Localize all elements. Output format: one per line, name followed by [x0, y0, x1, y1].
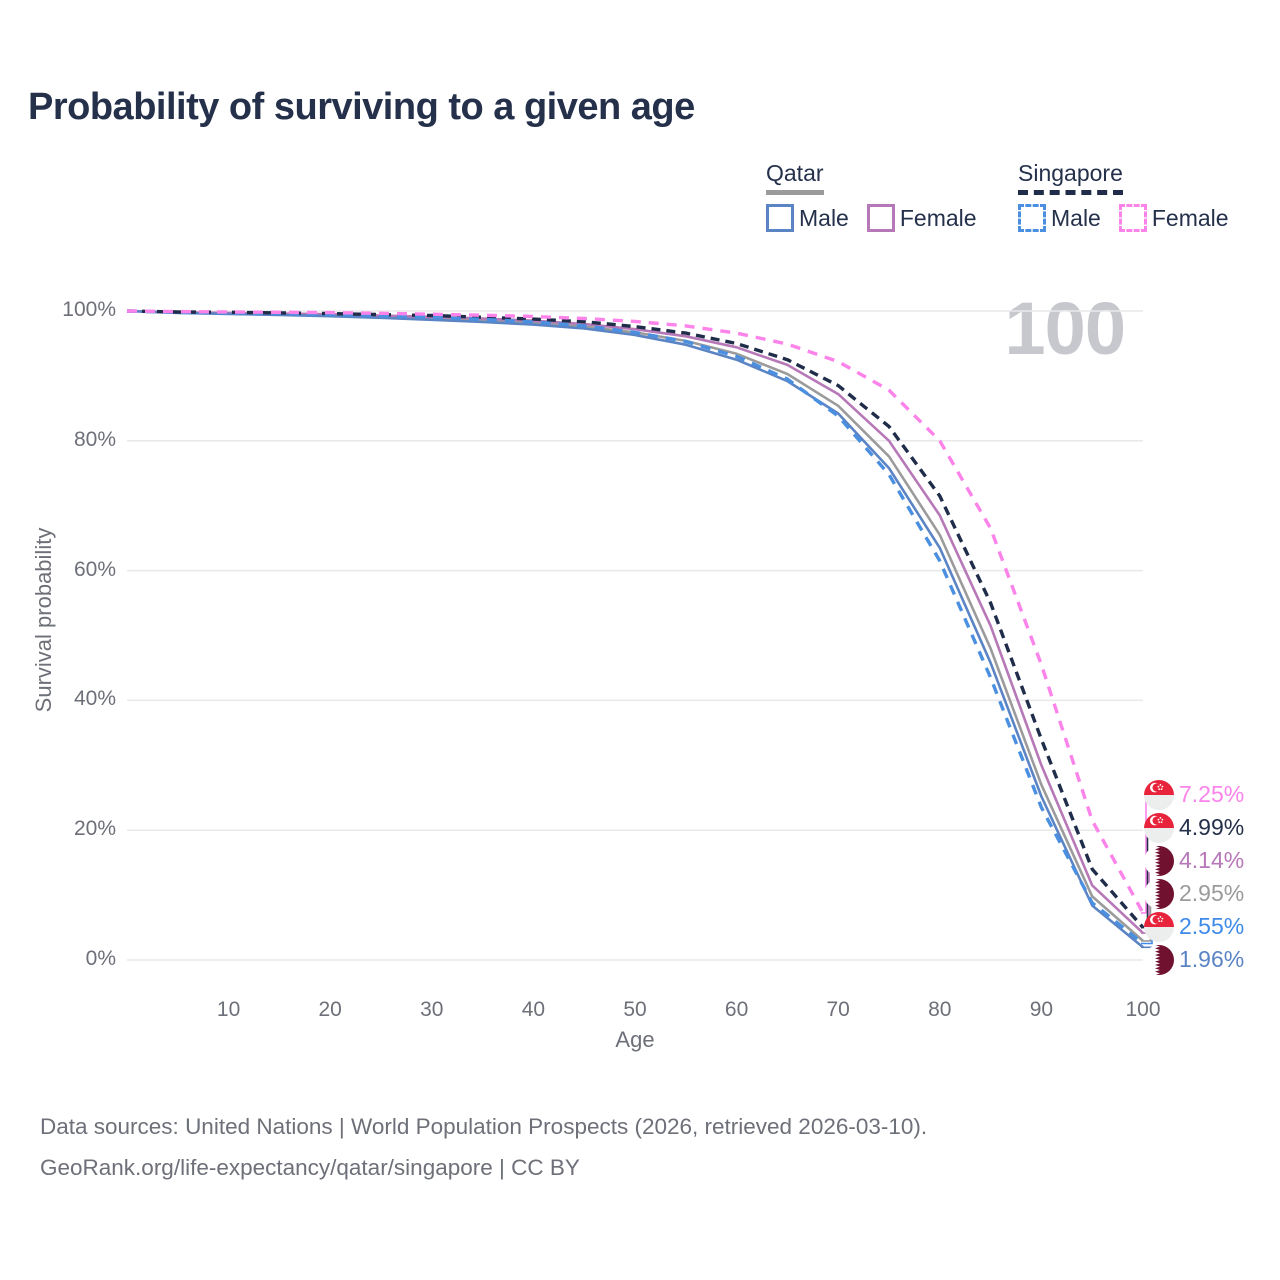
- series-line-singapore-female[interactable]: [126, 309, 1145, 914]
- x-tick-label: 70: [826, 998, 850, 1021]
- footer: Data sources: United Nations | World Pop…: [40, 1106, 927, 1188]
- end-label-singapore-4.99: 4.99%: [1144, 811, 1244, 844]
- y-tick-label: 0%: [85, 947, 116, 970]
- y-tick-label: 80%: [73, 427, 116, 451]
- y-tick-label: 40%: [73, 687, 116, 711]
- x-tick-label: 10: [216, 998, 241, 1021]
- singapore-flag-icon: [1144, 812, 1174, 843]
- end-label-value: 2.95%: [1179, 880, 1245, 906]
- singapore-flag-icon: [1144, 779, 1174, 810]
- x-tick-label: 50: [623, 998, 647, 1021]
- legend-item-label: Male: [1051, 204, 1101, 231]
- y-tick-label: 20%: [73, 817, 116, 841]
- end-label-value: 4.14%: [1179, 847, 1245, 873]
- x-tick-label: 30: [420, 998, 444, 1021]
- end-label-singapore-2.55: 2.55%: [1144, 910, 1244, 943]
- end-label-value: 1.96%: [1179, 946, 1245, 972]
- footer-link-line[interactable]: GeoRank.org/life-expectancy/qatar/singap…: [40, 1155, 580, 1180]
- end-label-value: 7.25%: [1179, 781, 1245, 807]
- end-label-qatar-4.14: 4.14%: [1144, 844, 1244, 877]
- legend-item-label: Male: [799, 204, 849, 231]
- end-label-qatar-2.95: 2.95%: [1144, 877, 1244, 910]
- end-label-qatar-1.96: 1.96%: [1144, 943, 1244, 976]
- legend-item-label: Female: [899, 204, 977, 231]
- qatar-flag-icon: [1144, 845, 1174, 876]
- page-title: Probability of surviving to a given age: [28, 86, 695, 128]
- series-line-qatar-female[interactable]: [126, 309, 1144, 935]
- end-label-value: 2.55%: [1179, 913, 1245, 939]
- legend-item-singapore-female[interactable]: Female: [1118, 204, 1229, 232]
- qatar-flag-icon: [1144, 944, 1174, 975]
- legend-country-qatar[interactable]: Qatar: [766, 160, 824, 195]
- y-tick-label: 60%: [73, 557, 116, 581]
- end-label-singapore-7.25: 7.25%: [1144, 778, 1244, 811]
- legend-item-singapore-male[interactable]: Male: [1018, 204, 1101, 232]
- x-tick-label: 100: [1125, 998, 1161, 1021]
- y-tick-label: 100%: [62, 298, 116, 321]
- legend-item-qatar-male[interactable]: Male: [766, 204, 849, 232]
- x-tick-label: 20: [318, 998, 342, 1021]
- x-tick-label: 80: [928, 998, 952, 1021]
- legend-item-qatar-female[interactable]: Female: [866, 204, 977, 232]
- x-axis-title: Age: [615, 1027, 655, 1052]
- qatar-female-swatch-icon: [866, 204, 895, 232]
- series-line-singapore-total[interactable]: [126, 309, 1145, 929]
- age-watermark: 100: [1004, 287, 1126, 370]
- legend-country-singapore[interactable]: Singapore: [1018, 160, 1123, 195]
- qatar-flag-icon: [1144, 878, 1174, 909]
- gridlines: [127, 310, 1143, 961]
- end-label-value: 4.99%: [1179, 814, 1245, 840]
- legend-group-singapore: Singapore Male Female: [1018, 160, 1247, 232]
- x-tick-label: 90: [1029, 998, 1054, 1021]
- singapore-male-swatch-icon: [1018, 204, 1046, 232]
- singapore-female-swatch-icon: [1118, 204, 1147, 232]
- qatar-male-swatch-icon: [766, 204, 794, 232]
- x-tick-label: 40: [521, 998, 546, 1021]
- legend-group-qatar: Qatar Male Female: [766, 160, 995, 232]
- footer-sources-line: Data sources: United Nations | World Pop…: [40, 1114, 928, 1139]
- singapore-flag-icon: [1144, 911, 1174, 942]
- legend-item-label: Female: [1151, 204, 1229, 231]
- x-tick-label: 60: [724, 998, 749, 1021]
